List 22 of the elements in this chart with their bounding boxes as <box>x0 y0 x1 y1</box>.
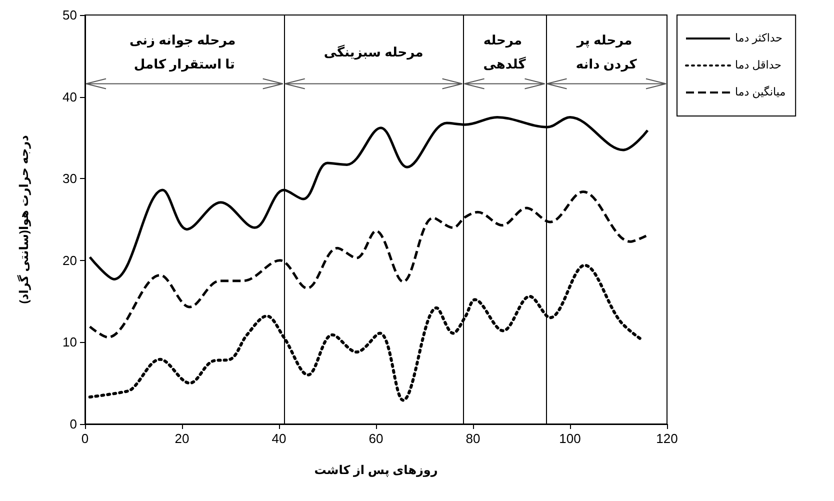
y-tick-label: 0 <box>70 416 77 432</box>
y-tick-label: 30 <box>62 171 77 186</box>
x-tick-label: 100 <box>559 431 581 446</box>
legend-label: حداقل دما <box>735 60 782 72</box>
x-tick-label: 120 <box>656 431 678 446</box>
x-axis-title: روزهای پس از کاشت <box>314 463 438 477</box>
x-tick-label: 80 <box>466 431 480 446</box>
y-tick-label: 20 <box>62 252 77 268</box>
annotation: مرحله گلدهی <box>483 32 526 72</box>
annotation: مرحله جوانه زنی تا استقرار کامل <box>130 32 240 72</box>
annotation: مرحله پر کردن دانه <box>576 32 638 72</box>
y-axis-title: درجه حرارت هوا(سانتی گراد) <box>17 135 31 304</box>
y-tick-label: 40 <box>62 89 77 104</box>
x-tick-label: 0 <box>81 431 89 446</box>
y-tick-label: 50 <box>62 8 77 22</box>
y-tick-label: 10 <box>62 334 77 350</box>
annotation: مرحله سبزینگی <box>324 44 424 60</box>
x-tick-label: 60 <box>368 431 384 446</box>
legend-label: حداکثر دما <box>735 32 782 44</box>
x-tick-label: 40 <box>272 431 286 446</box>
legend-label: میانگین دما <box>735 86 786 98</box>
x-tick-label: 20 <box>174 431 190 446</box>
